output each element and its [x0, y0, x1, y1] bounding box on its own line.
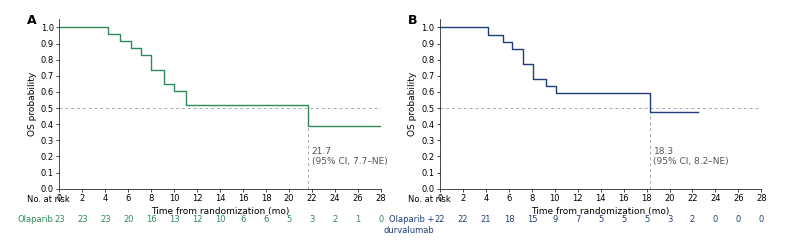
Text: 21: 21 — [481, 215, 491, 224]
Text: 20: 20 — [123, 215, 133, 224]
Text: 3: 3 — [309, 215, 315, 224]
X-axis label: Time from randomization (mo): Time from randomization (mo) — [151, 207, 289, 217]
Text: 12: 12 — [192, 215, 202, 224]
Text: 23: 23 — [54, 215, 65, 224]
Y-axis label: OS probability: OS probability — [28, 72, 36, 136]
Text: 23: 23 — [100, 215, 111, 224]
Text: 15: 15 — [527, 215, 537, 224]
Text: 0: 0 — [736, 215, 741, 224]
Text: 5: 5 — [621, 215, 626, 224]
Text: 13: 13 — [169, 215, 179, 224]
Text: 6: 6 — [240, 215, 246, 224]
Text: 18.3
(95% CI, 8.2–NE): 18.3 (95% CI, 8.2–NE) — [653, 147, 729, 166]
Text: 21.7
(95% CI, 7.7–NE): 21.7 (95% CI, 7.7–NE) — [312, 147, 388, 166]
Text: 2: 2 — [690, 215, 695, 224]
Text: 5: 5 — [644, 215, 649, 224]
Text: 6: 6 — [263, 215, 269, 224]
Y-axis label: OS probability: OS probability — [408, 72, 417, 136]
Text: B: B — [408, 14, 417, 27]
Text: 7: 7 — [575, 215, 580, 224]
Text: 5: 5 — [598, 215, 603, 224]
Text: 0: 0 — [759, 215, 764, 224]
Text: 0: 0 — [378, 215, 383, 224]
Text: 5: 5 — [286, 215, 292, 224]
Text: 16: 16 — [146, 215, 156, 224]
Text: A: A — [27, 14, 37, 27]
Text: Olaparib: Olaparib — [18, 215, 54, 224]
Text: 18: 18 — [504, 215, 514, 224]
X-axis label: Time from randomization (mo): Time from randomization (mo) — [531, 207, 670, 217]
Text: 2: 2 — [332, 215, 337, 224]
Text: 22: 22 — [435, 215, 446, 224]
Text: No. at risk: No. at risk — [408, 195, 450, 204]
Text: No. at risk: No. at risk — [27, 195, 70, 204]
Text: 10: 10 — [215, 215, 225, 224]
Text: 3: 3 — [667, 215, 672, 224]
Text: 1: 1 — [355, 215, 360, 224]
Text: 23: 23 — [77, 215, 88, 224]
Text: Olaparib +
durvalumab: Olaparib + durvalumab — [384, 215, 435, 235]
Text: 0: 0 — [713, 215, 718, 224]
Text: 22: 22 — [458, 215, 469, 224]
Text: 9: 9 — [552, 215, 557, 224]
